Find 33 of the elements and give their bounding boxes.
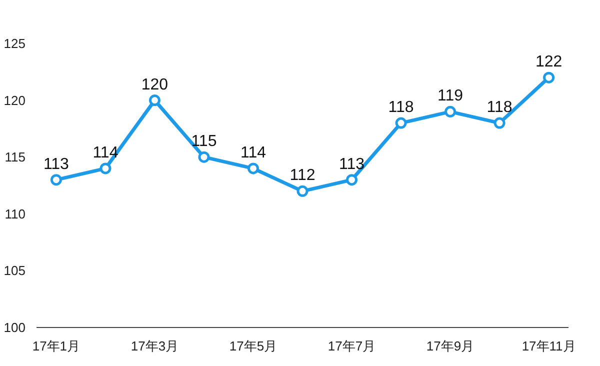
- point: [543, 72, 555, 84]
- x-tick-label: 17年3月: [130, 338, 179, 354]
- data-label: 120: [141, 76, 168, 94]
- x-tick-label: 17年9月: [426, 338, 474, 354]
- data-label: 114: [240, 144, 266, 162]
- x-tick-label: 17年11月: [522, 338, 576, 354]
- y-tick-label: 115: [4, 150, 26, 165]
- y-tick-label: 110: [4, 206, 26, 222]
- point: [247, 162, 259, 174]
- data-label: 112: [290, 167, 316, 184]
- point: [395, 117, 407, 129]
- y-tick-label: 105: [4, 263, 26, 278]
- data-label: 122: [535, 54, 562, 71]
- point: [100, 162, 112, 174]
- data-label: 115: [191, 133, 217, 150]
- data-label: 118: [486, 99, 512, 116]
- y-tick-label: 125: [4, 36, 26, 51]
- data-label: 119: [438, 88, 464, 105]
- point: [198, 151, 210, 163]
- point: [148, 94, 160, 106]
- y-tick-label: 100: [4, 320, 26, 335]
- x-tick-label: 17年5月: [229, 338, 278, 354]
- y-tick-label: 120: [4, 92, 26, 108]
- point: [444, 106, 456, 118]
- data-label: 113: [339, 156, 365, 173]
- point: [346, 174, 358, 186]
- point: [296, 185, 308, 197]
- x-tick-label: 17年7月: [328, 338, 376, 354]
- data-label: 113: [43, 156, 70, 173]
- data-label: 118: [388, 99, 414, 116]
- x-tick-label: 17年1月: [32, 338, 80, 354]
- point: [50, 174, 62, 186]
- point: [494, 117, 506, 129]
